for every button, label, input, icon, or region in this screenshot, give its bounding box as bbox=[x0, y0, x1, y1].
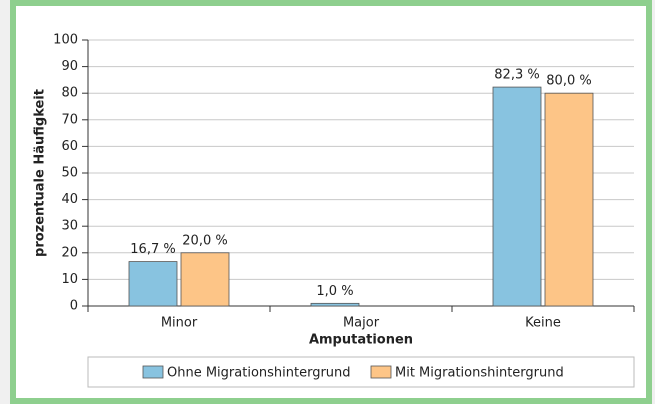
y-tick-label: 80 bbox=[61, 86, 78, 101]
legend-swatch bbox=[142, 365, 164, 379]
x-tick-label: Major bbox=[343, 316, 380, 331]
bar bbox=[310, 302, 360, 307]
x-axis-title: Amputationen bbox=[309, 333, 413, 348]
bar bbox=[544, 92, 594, 307]
y-tick-label: 50 bbox=[61, 166, 78, 181]
y-tick-label: 90 bbox=[61, 59, 78, 74]
y-tick-label: 10 bbox=[61, 272, 78, 287]
y-tick-label: 60 bbox=[61, 139, 78, 154]
y-tick-label: 0 bbox=[70, 299, 78, 314]
bar bbox=[128, 261, 178, 307]
value-label: 16,7 % bbox=[130, 242, 175, 257]
legend-swatch bbox=[370, 365, 392, 379]
legend-label: Mit Migrationshintergrund bbox=[395, 366, 564, 381]
legend-box bbox=[87, 356, 635, 388]
frame bbox=[10, 0, 652, 404]
y-tick-label: 40 bbox=[61, 192, 78, 207]
legend-label: Ohne Migrationshintergrund bbox=[167, 366, 351, 381]
value-label: 1,0 % bbox=[316, 284, 353, 299]
y-tick-label: 70 bbox=[61, 112, 78, 127]
x-tick-label: Minor bbox=[161, 316, 198, 331]
value-label: 20,0 % bbox=[182, 233, 227, 248]
y-tick-label: 30 bbox=[61, 219, 78, 234]
y-axis-title: prozentuale Häufigkeit bbox=[33, 89, 48, 257]
x-tick-label: Keine bbox=[525, 316, 561, 331]
bar bbox=[492, 86, 542, 307]
value-label: 82,3 % bbox=[494, 68, 539, 83]
y-tick-label: 100 bbox=[53, 33, 78, 48]
bar bbox=[180, 252, 230, 307]
value-label: 80,0 % bbox=[546, 74, 591, 89]
y-tick-label: 20 bbox=[61, 245, 78, 260]
